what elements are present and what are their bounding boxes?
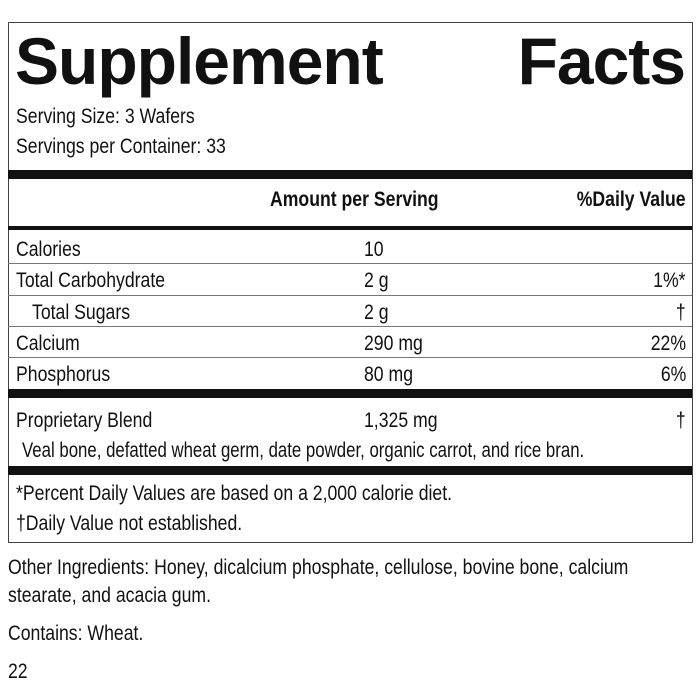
other-ingredients: Other Ingredients: Honey, dicalcium phos…: [8, 556, 629, 607]
nutrient-name: Total Carbohydrate: [16, 269, 166, 293]
row-separator: [8, 357, 692, 359]
row-separator: [8, 325, 692, 327]
nutrient-name: Calcium: [16, 331, 80, 355]
amount-header: Amount per Serving: [270, 188, 439, 211]
nutrient-dv: 1%*: [653, 269, 686, 293]
row-separator: [8, 294, 692, 296]
footnote: *Percent Daily Values are based on a 2,0…: [16, 482, 453, 505]
nutrient-dv: 6%: [660, 363, 686, 387]
nutrient-amount: 2 g: [364, 300, 389, 324]
thick-rule: [8, 389, 692, 398]
nutrient-amount: 80 mg: [364, 363, 414, 387]
blend-amount: 1,325 mg: [364, 409, 438, 432]
row-separator: [8, 263, 692, 265]
blend-ingredients: Veal bone, defatted wheat germ, date pow…: [22, 439, 585, 462]
dv-header: %Daily Value: [577, 188, 686, 211]
product-code: 22: [8, 660, 28, 683]
title: Supplement Facts: [15, 24, 686, 98]
thick-rule: [8, 170, 692, 179]
serving-size: Serving Size: 3 Wafers: [16, 105, 195, 128]
nutrient-amount: 290 mg: [364, 331, 423, 355]
nutrient-dv: †: [676, 300, 686, 324]
contains: Contains: Wheat.: [8, 622, 144, 645]
nutrient-dv: 22%: [650, 331, 686, 355]
blend-dv: †: [676, 409, 686, 432]
facts-box: [8, 22, 693, 543]
thick-rule: [8, 466, 692, 475]
nutrient-name: Phosphorus: [16, 363, 111, 387]
nutrient-name: Total Sugars: [32, 300, 131, 324]
nutrient-amount: 10: [364, 238, 384, 261]
blend-name: Proprietary Blend: [16, 409, 153, 432]
nutrient-name: Calories: [16, 238, 81, 261]
footnote: †Daily Value not established.: [16, 512, 243, 535]
medium-rule: [8, 226, 692, 230]
nutrient-amount: 2 g: [364, 269, 389, 293]
servings-per-container: Servings per Container: 33: [16, 135, 226, 158]
